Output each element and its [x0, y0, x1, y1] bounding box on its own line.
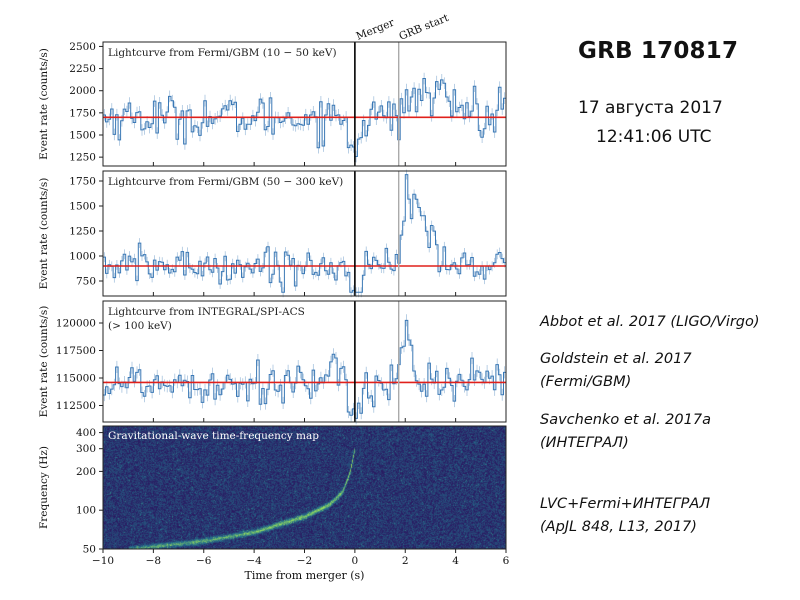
x-tick-label: 6 [503, 555, 510, 567]
lightcurve-error-bars [103, 169, 506, 298]
y-axis-label: Event rate (counts/s) [38, 178, 50, 290]
y-tick-label: 1750 [69, 176, 96, 188]
x-tick-label: −6 [196, 555, 212, 567]
y-axis-label: Event rate (counts/s) [38, 48, 50, 160]
y-tick-label: 117500 [56, 345, 96, 357]
reference-fermi-gbm: Goldstein et al. 2017 (Fermi/GBM) [540, 348, 795, 394]
x-tick-label: −4 [246, 555, 262, 567]
reference-line: Savchenko et al. 2017a [540, 412, 711, 428]
event-time: 12:41:06 UTC [596, 127, 712, 147]
reference-line: LVC+Fermi+ИНТЕГРАЛ [540, 496, 711, 512]
reference-line: Goldstein et al. 2017 [540, 351, 692, 367]
reference-line: (Fermi/GBM) [540, 374, 632, 390]
reference-integral: Savchenko et al. 2017a (ИНТЕГРАЛ) [540, 409, 795, 455]
y-tick-label: 200 [76, 466, 96, 478]
y-axis-label: Event rate (counts/s) [38, 306, 50, 418]
y-tick-label: 115000 [56, 373, 96, 385]
reference-ligo-virgo: Abbot et al. 2017 (LIGO/Virgo) [540, 311, 795, 334]
y-tick-label: 112500 [56, 400, 96, 412]
grb-start-label: GRB start [397, 12, 451, 43]
y-tick-label: 2250 [69, 63, 96, 75]
y-tick-label: 120000 [56, 318, 96, 330]
panel-title: Lightcurve from Fermi/GBM (10 − 50 keV) [108, 47, 337, 59]
panel-frame [102, 41, 507, 167]
y-tick-label: 300 [76, 443, 96, 455]
panel-title: Lightcurve from INTEGRAL/SPI-ACS [108, 306, 305, 318]
event-date: 17 августа 2017 [578, 98, 723, 118]
lightcurve-series [103, 174, 506, 293]
y-tick-label: 2000 [69, 85, 96, 97]
y-tick-label: 1000 [69, 251, 96, 263]
spectrogram-title: Gravitational-wave time-frequency map [108, 430, 319, 442]
y-tick-label: 1750 [69, 107, 96, 119]
y-tick-label: 1500 [69, 130, 96, 142]
y-axis-label: Frequency (Hz) [38, 446, 50, 529]
event-title: GRB 170817 [578, 38, 739, 64]
y-tick-label: 2500 [69, 41, 96, 53]
reference-line: Abbot et al. 2017 (LIGO/Virgo) [540, 314, 760, 330]
panel-subtitle: (> 100 keV) [108, 320, 172, 332]
reference-line: (ApJL 848, L13, 2017) [540, 519, 697, 535]
panel-frame [102, 170, 507, 297]
y-tick-label: 750 [76, 276, 96, 288]
x-tick-label: −10 [92, 555, 114, 567]
panel-title: Lightcurve from Fermi/GBM (50 − 300 keV) [108, 176, 343, 188]
y-tick-label: 50 [83, 544, 96, 556]
spectrogram-image [103, 426, 506, 549]
x-tick-label: 0 [352, 555, 359, 567]
y-tick-label: 1250 [69, 152, 96, 164]
y-tick-label: 1500 [69, 201, 96, 213]
y-tick-label: 400 [76, 427, 96, 439]
x-tick-label: 2 [402, 555, 409, 567]
lightcurve-series [103, 319, 506, 419]
y-tick-label: 1250 [69, 226, 96, 238]
x-tick-label: 4 [452, 555, 459, 567]
reference-joint-paper: LVC+Fermi+ИНТЕГРАЛ (ApJL 848, L13, 2017) [540, 493, 795, 539]
reference-line: (ИНТЕГРАЛ) [540, 435, 629, 451]
lightcurve-series [103, 78, 506, 157]
x-tick-label: −2 [297, 555, 312, 567]
x-axis-label: Time from merger (s) [245, 569, 365, 582]
merger-label: Merger [355, 16, 397, 42]
y-tick-label: 100 [76, 505, 96, 517]
x-tick-label: −8 [146, 555, 161, 567]
